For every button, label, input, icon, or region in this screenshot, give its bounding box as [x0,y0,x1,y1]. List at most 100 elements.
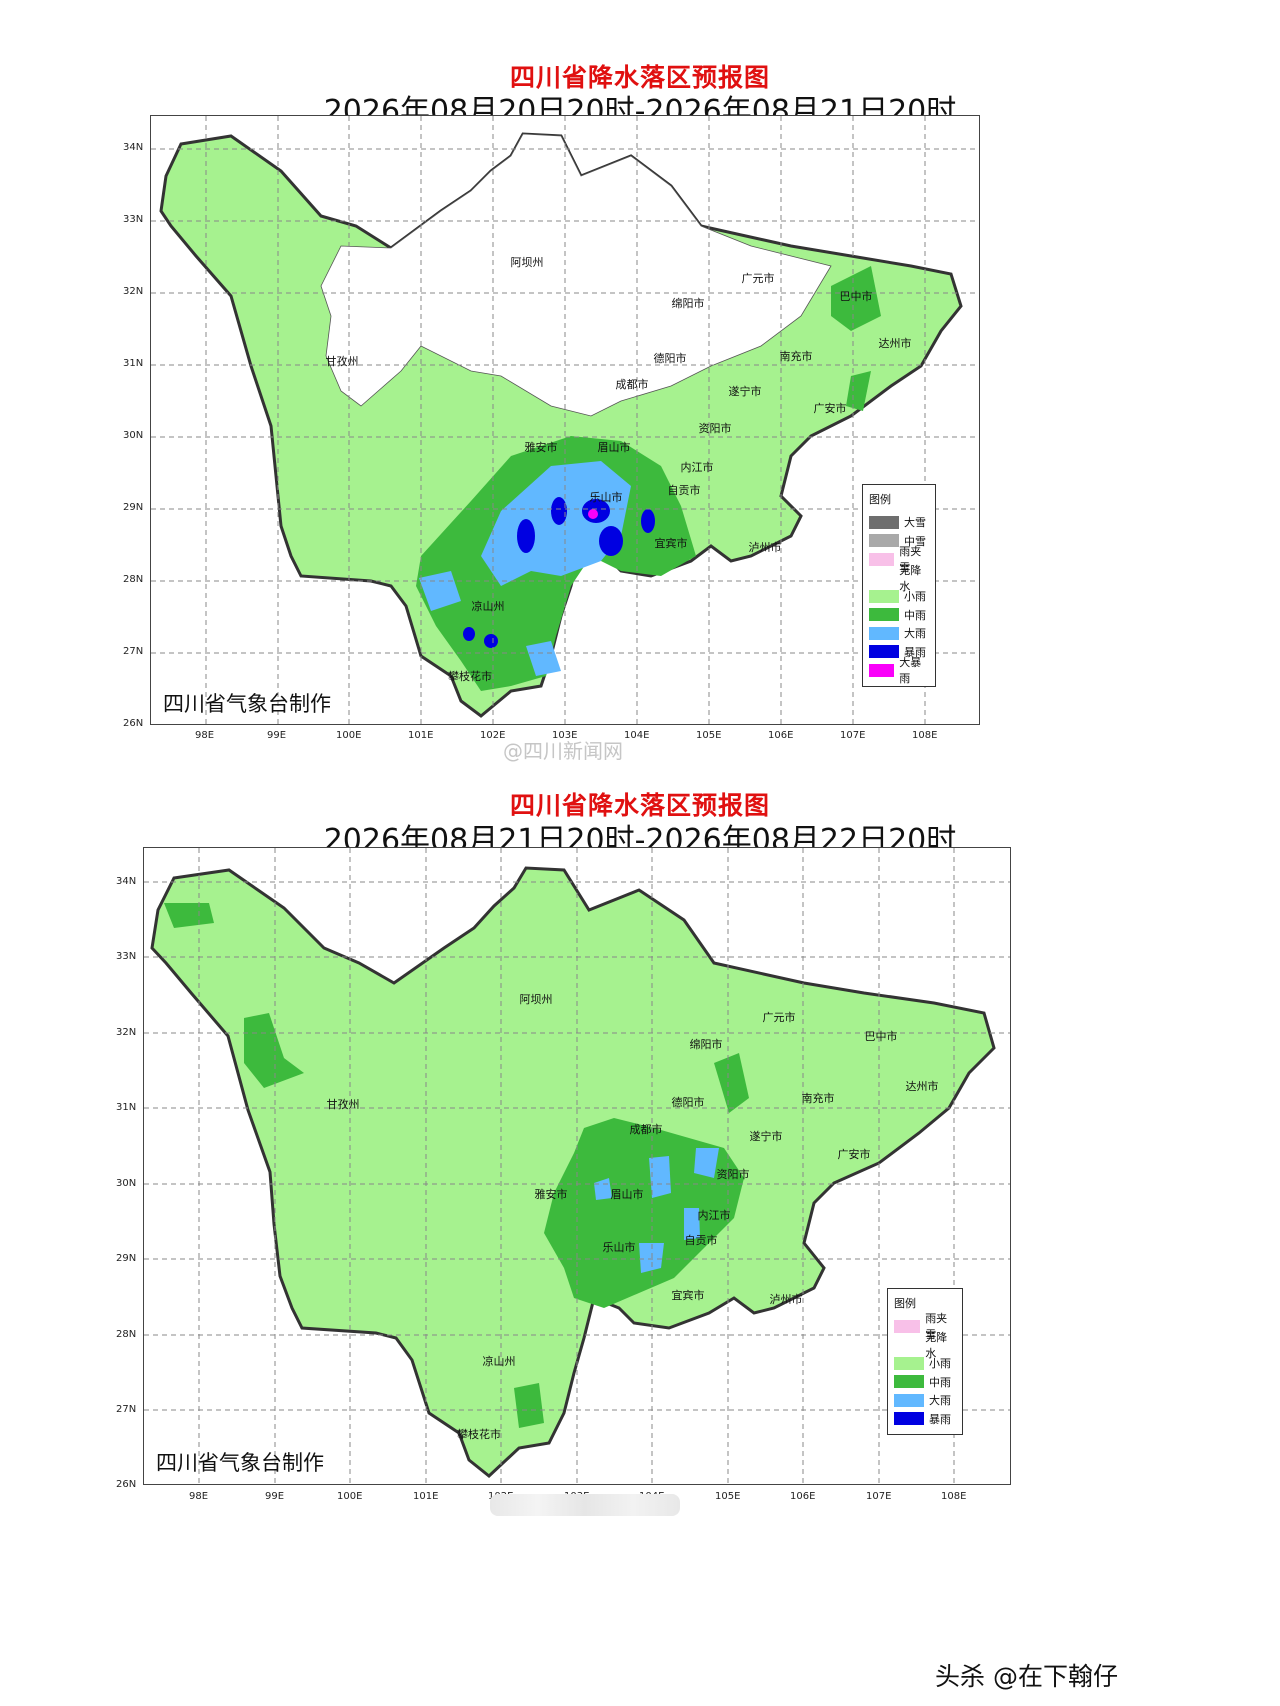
lon-tick: 99E [265,1491,285,1502]
city-label: 巴中市 [864,1030,898,1043]
map-canvas [151,116,979,724]
legend-item: 小雨 [869,587,927,606]
legend-item: 中雨 [894,1373,954,1392]
city-label: 达州市 [878,337,912,350]
city-label: 成都市 [629,1123,663,1136]
legend-item: 无降水 [869,564,927,593]
legend-item: 无降水 [894,1331,954,1360]
legend-swatch [894,1393,924,1407]
legend-swatch [894,1319,921,1333]
city-label: 乐山市 [602,1241,636,1254]
map-legend: 图例 大雪 中雪 雨夹雪 无降水 小雨 中雨 大雨 暴雨 大暴雨 [862,484,936,687]
city-label: 泸州市 [748,541,782,554]
city-label: 德阳市 [653,352,687,365]
lat-tick: 28N [116,1329,137,1340]
lon-tick: 106E [768,730,794,741]
legend-swatch [869,515,899,529]
graticule [151,116,979,724]
credit-text: 头杀 @在下翰仔 [935,1662,1118,1691]
city-label: 德阳市 [671,1096,705,1109]
city-label: 内江市 [680,461,714,474]
lon-tick: 104E [624,730,650,741]
city-label: 阿坝州 [510,256,544,269]
map-title: 四川省降水落区预报图 [509,63,770,92]
city-label: 眉山市 [610,1188,644,1201]
lat-tick: 32N [123,286,144,297]
lat-tick: 27N [116,1404,137,1415]
lat-tick: 28N [123,574,144,585]
precipitation-map [150,115,980,725]
legend-item: 暴雨 [894,1410,954,1429]
city-label: 攀枝花市 [448,670,492,683]
map-title: 四川省降水落区预报图 [509,791,770,820]
lat-tick: 31N [123,358,144,369]
moderate-rain-zone-northeast [831,266,881,331]
rainstorm-cell [599,526,623,556]
lat-tick: 32N [116,1027,137,1038]
city-label: 绵阳市 [689,1038,723,1051]
heavy-rain-zone [694,1148,719,1178]
map-canvas [144,848,1010,1484]
legend-item: 中雪 [869,532,927,551]
legend-swatch [894,1356,924,1370]
city-label: 广元市 [762,1011,796,1024]
city-label: 甘孜州 [326,1098,360,1111]
lon-tick: 107E [840,730,866,741]
legend-item: 雨夹雪 [869,545,927,574]
legend-item: 大雪 [869,513,927,532]
city-label: 乐山市 [589,491,623,504]
city-label: 宜宾市 [671,1289,705,1302]
lat-tick: 26N [116,1479,137,1490]
lat-tick: 33N [116,951,137,962]
legend-swatch [869,663,895,677]
legend-swatch [869,608,899,622]
legend-item: 暴雨 [869,643,927,662]
city-label: 泸州市 [769,1293,803,1306]
city-label: 自贡市 [684,1234,718,1247]
city-label: 遂宁市 [749,1130,783,1143]
city-label: 遂宁市 [728,385,762,398]
city-label: 巴中市 [839,290,873,303]
lon-tick: 98E [195,730,215,741]
producer-credit: 四川省气象台制作 [156,1451,324,1475]
lat-tick: 29N [116,1253,137,1264]
city-label: 南充市 [801,1092,835,1105]
lat-tick: 30N [116,1178,137,1189]
heavy-rain-zone [639,1243,664,1273]
legend-item: 雨夹雪 [894,1312,954,1341]
legend-swatch [869,645,899,659]
legend-swatch [894,1338,921,1352]
city-label: 广安市 [837,1148,871,1161]
rainstorm-cell [463,627,475,641]
legend-item: 大雨 [894,1391,954,1410]
legend-swatch [869,626,899,640]
city-label: 凉山州 [482,1355,516,1368]
heavy-rain-zone [684,1208,700,1240]
city-label: 宜宾市 [654,537,688,550]
precipitation-map [143,847,1011,1485]
legend-title: 图例 [894,1297,916,1310]
moderate-rain-zone-southwest [514,1383,544,1428]
legend-item: 中雨 [869,606,927,625]
lon-tick: 108E [912,730,938,741]
moderate-rain-zone-west [244,1013,304,1088]
lon-tick: 100E [337,1491,363,1502]
rainstorm-cell [551,497,567,525]
city-label: 成都市 [615,378,649,391]
lat-tick: 31N [116,1102,137,1113]
heavy-rain-zone [649,1156,671,1198]
rainstorm-cell [641,509,655,533]
rainstorm-cell [484,634,498,648]
city-label: 内江市 [697,1209,731,1222]
city-label: 甘孜州 [325,355,359,368]
lon-tick: 99E [267,730,287,741]
moderate-rain-zone-east [714,1053,749,1113]
legend-swatch [894,1412,924,1426]
lat-tick: 27N [123,646,144,657]
legend-item: 小雨 [894,1354,954,1373]
city-label: 广安市 [813,402,847,415]
city-label: 资阳市 [698,422,732,435]
moderate-rain-zone-northwest [164,903,214,928]
city-label: 达州市 [905,1080,939,1093]
legend-item: 大暴雨 [869,656,927,685]
